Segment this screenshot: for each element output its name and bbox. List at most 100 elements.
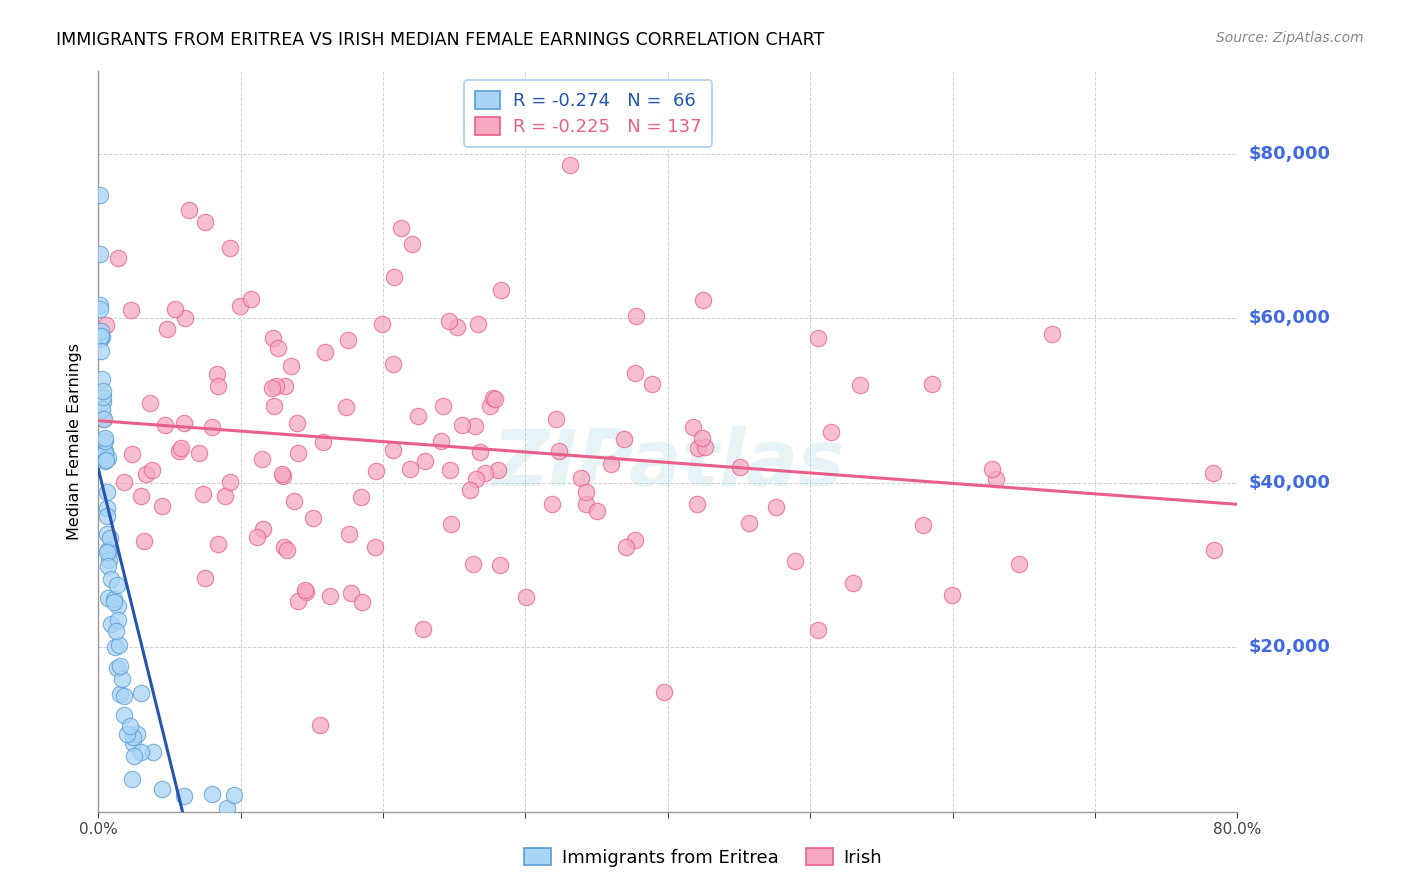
Irish (820, 425, 842, 439)
Irish (486, 463, 509, 477)
Irish (467, 317, 489, 331)
Irish (229, 299, 252, 313)
Irish (382, 357, 405, 371)
Irish (849, 377, 872, 392)
Irish (491, 283, 513, 297)
Text: $40,000: $40,000 (1249, 474, 1330, 491)
Immigrants from Eritrea (96, 526, 118, 541)
Immigrants from Eritrea (100, 572, 122, 586)
Irish (692, 293, 714, 307)
Irish (187, 446, 209, 460)
Irish (165, 301, 187, 316)
Irish (569, 470, 592, 484)
Irish (364, 540, 387, 554)
Irish (339, 527, 361, 541)
Immigrants from Eritrea (104, 640, 127, 654)
Irish (652, 685, 675, 699)
Irish (482, 391, 505, 405)
Irish (484, 392, 506, 406)
Irish (263, 399, 285, 413)
Irish (167, 444, 190, 458)
Irish (139, 396, 162, 410)
Irish (461, 558, 484, 572)
Irish (312, 435, 335, 450)
Irish (465, 472, 488, 486)
Irish (479, 399, 502, 413)
Immigrants from Eritrea (90, 330, 112, 344)
Irish (295, 584, 318, 599)
Irish (560, 158, 582, 172)
Irish (984, 471, 1007, 485)
Irish (429, 434, 451, 448)
Irish (600, 457, 623, 471)
Immigrants from Eritrea (105, 578, 128, 592)
Irish (614, 541, 637, 555)
Immigrants from Eritrea (107, 613, 129, 627)
Immigrants from Eritrea (98, 553, 121, 567)
Irish (1040, 326, 1063, 341)
Irish (1204, 542, 1226, 557)
Immigrants from Eritrea (91, 395, 114, 409)
Irish (468, 445, 491, 459)
Irish (488, 558, 510, 572)
Text: IMMIGRANTS FROM ERITREA VS IRISH MEDIAN FEMALE EARNINGS CORRELATION CHART: IMMIGRANTS FROM ERITREA VS IRISH MEDIAN … (56, 31, 824, 49)
Irish (544, 412, 567, 426)
Irish (981, 462, 1004, 476)
Immigrants from Eritrea (108, 658, 131, 673)
Irish (446, 320, 468, 334)
Immigrants from Eritrea (142, 745, 165, 759)
Irish (686, 497, 709, 511)
Immigrants from Eritrea (91, 449, 114, 463)
Irish (207, 537, 229, 551)
Irish (693, 440, 716, 454)
Immigrants from Eritrea (94, 444, 117, 458)
Irish (437, 314, 460, 328)
Irish (613, 432, 636, 446)
Irish (205, 367, 228, 381)
Irish (382, 269, 405, 284)
Irish (921, 376, 943, 391)
Irish (280, 359, 302, 374)
Irish (541, 497, 564, 511)
Immigrants from Eritrea (89, 247, 111, 261)
Irish (174, 310, 197, 325)
Irish (807, 331, 830, 345)
Irish (765, 500, 787, 515)
Irish (941, 588, 963, 602)
Immigrants from Eritrea (98, 532, 121, 546)
Irish (194, 215, 217, 229)
Immigrants from Eritrea (94, 432, 117, 446)
Immigrants from Eritrea (105, 661, 128, 675)
Irish (283, 494, 305, 508)
Irish (450, 418, 472, 433)
Irish (336, 333, 359, 347)
Irish (173, 416, 195, 430)
Irish (271, 467, 294, 481)
Immigrants from Eritrea (121, 772, 143, 786)
Immigrants from Eritrea (107, 599, 129, 614)
Immigrants from Eritrea (91, 384, 114, 398)
Immigrants from Eritrea (96, 545, 118, 559)
Irish (273, 540, 295, 554)
Irish (132, 534, 155, 549)
Irish (250, 452, 273, 467)
Immigrants from Eritrea (129, 745, 152, 759)
Immigrants from Eritrea (90, 324, 112, 338)
Immigrants from Eritrea (108, 639, 131, 653)
Immigrants from Eritrea (122, 749, 145, 764)
Immigrants from Eritrea (93, 412, 115, 426)
Legend: Immigrants from Eritrea, Irish: Immigrants from Eritrea, Irish (516, 841, 890, 874)
Irish (91, 412, 114, 426)
Irish (112, 475, 135, 490)
Irish (194, 571, 217, 585)
Irish (682, 420, 704, 434)
Immigrants from Eritrea (173, 789, 195, 803)
Immigrants from Eritrea (121, 736, 143, 750)
Irish (335, 400, 357, 414)
Immigrants from Eritrea (121, 730, 143, 744)
Irish (135, 467, 157, 481)
Immigrants from Eritrea (152, 782, 174, 797)
Immigrants from Eritrea (94, 434, 117, 449)
Irish (287, 446, 309, 460)
Irish (150, 499, 173, 513)
